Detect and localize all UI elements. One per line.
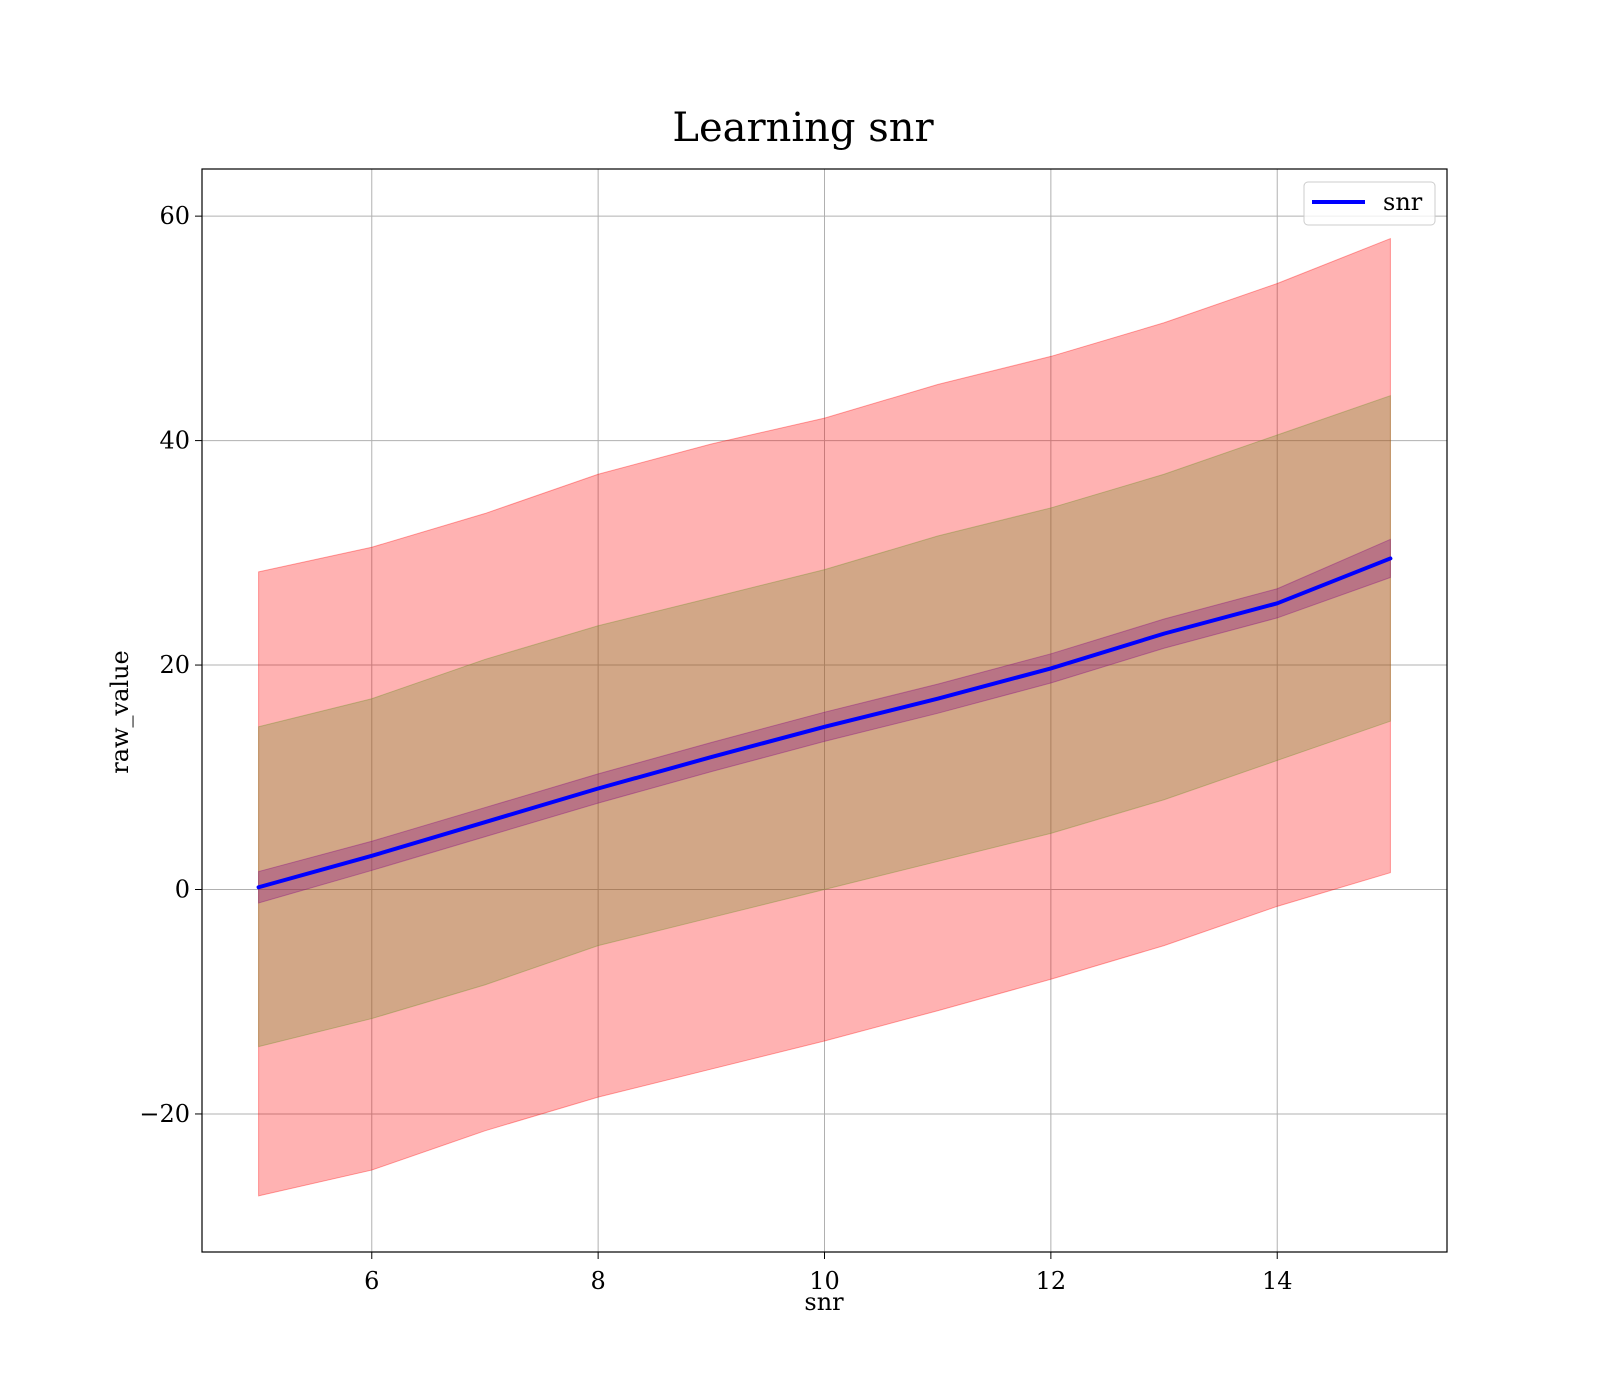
legend-box (1303, 181, 1436, 226)
series-line-snr (256, 556, 1393, 890)
grid (202, 169, 1447, 1252)
legend-label: snr (1383, 188, 1423, 216)
chart-title: Learning snr (672, 105, 934, 151)
confidence-band-3 (258, 538, 1391, 904)
y-tick-label: 60 (159, 202, 190, 230)
axis-ticks: 6 8 10 12 14 −20 0 20 40 60 (139, 202, 1292, 1295)
confidence-bands (258, 237, 1391, 1197)
y-axis-label: raw_value (106, 650, 134, 774)
y-tick-label: 20 (159, 651, 190, 679)
legend: snr (1303, 181, 1436, 226)
x-tick-label: 12 (1036, 1267, 1067, 1295)
confidence-band-2 (258, 394, 1391, 1048)
x-tick-label: 10 (809, 1267, 840, 1295)
confidence-band-1 (258, 237, 1391, 1197)
x-tick-label: 8 (590, 1267, 605, 1295)
series-lines (256, 556, 1393, 890)
y-tick-label: 40 (159, 427, 190, 455)
y-tick-label: 0 (175, 876, 190, 904)
x-tick-label: 6 (364, 1267, 379, 1295)
x-axis-label: snr (804, 1288, 844, 1316)
y-tick-label: −20 (139, 1100, 190, 1128)
x-tick-label: 14 (1262, 1267, 1293, 1295)
